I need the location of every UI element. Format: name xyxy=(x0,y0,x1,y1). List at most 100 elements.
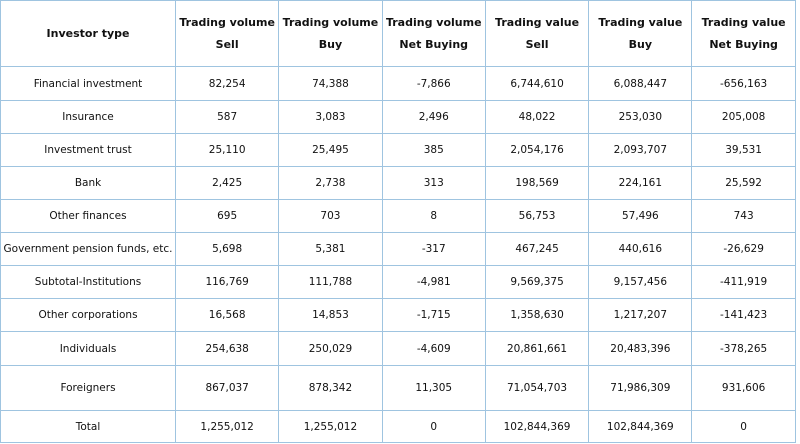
cell-investor-type: Investment trust xyxy=(0,133,176,167)
cell-value: 467,245 xyxy=(484,232,590,266)
header-label-line1: Trading volume xyxy=(179,15,275,29)
cell-value: 2,425 xyxy=(174,166,280,200)
cell-value: 5,381 xyxy=(278,232,383,266)
cell-value: 48,022 xyxy=(484,100,590,134)
cell-value: -317 xyxy=(381,232,486,266)
cell-value: -4,609 xyxy=(381,331,486,366)
cell-value: 9,157,456 xyxy=(588,265,693,299)
table-body: Financial investment 82,254 74,388 -7,86… xyxy=(0,66,796,443)
cell-value: 74,388 xyxy=(278,66,383,101)
cell-value: 25,495 xyxy=(278,133,383,167)
cell-value: 6,744,610 xyxy=(484,66,590,101)
cell-value: -411,919 xyxy=(691,265,796,299)
cell-value: 1,217,207 xyxy=(588,298,693,332)
cell-value: -7,866 xyxy=(381,66,486,101)
table-row: Subtotal-Institutions 116,769 111,788 -4… xyxy=(0,265,796,299)
header-label-line2: Net Buying xyxy=(709,37,778,51)
header-label-line1: Trading value xyxy=(495,15,580,29)
cell-value: 703 xyxy=(278,199,383,233)
cell-value: 254,638 xyxy=(174,331,280,366)
cell-investor-type: Other finances xyxy=(0,199,176,233)
header-label: Investor type xyxy=(46,27,130,40)
cell-investor-type: Subtotal-Institutions xyxy=(0,265,176,299)
cell-value: 198,569 xyxy=(484,166,590,200)
header-trading-value-buy: Trading value Buy xyxy=(588,0,693,67)
header-trading-volume-net-buying: Trading volume Net Buying xyxy=(381,0,486,67)
cell-value: 931,606 xyxy=(691,365,796,411)
cell-value: 743 xyxy=(691,199,796,233)
cell-value: 867,037 xyxy=(174,365,280,411)
cell-value: -26,629 xyxy=(691,232,796,266)
header-trading-volume-buy: Trading volume Buy xyxy=(278,0,383,67)
table-row: Bank 2,425 2,738 313 198,569 224,161 25,… xyxy=(0,166,796,200)
cell-value: 2,093,707 xyxy=(588,133,693,167)
header-label-line2: Buy xyxy=(628,37,653,51)
header-row: Investor type Trading volume Sell Tradin… xyxy=(0,0,796,67)
cell-value: -4,981 xyxy=(381,265,486,299)
header-trading-volume-sell: Trading volume Sell xyxy=(174,0,280,67)
table-row: Other finances 695 703 8 56,753 57,496 7… xyxy=(0,199,796,233)
cell-value: 9,569,375 xyxy=(484,265,590,299)
header-label-line1: Trading value xyxy=(701,15,786,29)
cell-value: 878,342 xyxy=(278,365,383,411)
cell-value: 385 xyxy=(381,133,486,167)
cell-investor-type: Insurance xyxy=(0,100,176,134)
cell-value: 1,358,630 xyxy=(484,298,590,332)
table-row: Individuals 254,638 250,029 -4,609 20,86… xyxy=(0,331,796,366)
cell-investor-type: Individuals xyxy=(0,331,176,366)
table-row: Government pension funds, etc. 5,698 5,3… xyxy=(0,232,796,266)
header-label-line1: Trading volume xyxy=(385,15,482,29)
cell-value: 313 xyxy=(381,166,486,200)
cell-value: 71,054,703 xyxy=(484,365,590,411)
cell-investor-type: Bank xyxy=(0,166,176,200)
cell-value: 57,496 xyxy=(588,199,693,233)
header-label-line1: Trading value xyxy=(598,15,683,29)
header-label-line2: Net Buying xyxy=(399,37,469,51)
cell-value: -141,423 xyxy=(691,298,796,332)
cell-value: 6,088,447 xyxy=(588,66,693,101)
cell-value: 116,769 xyxy=(174,265,280,299)
cell-value: 20,861,661 xyxy=(484,331,590,366)
cell-value: 14,853 xyxy=(278,298,383,332)
cell-value: 39,531 xyxy=(691,133,796,167)
cell-value: 2,054,176 xyxy=(484,133,590,167)
table-row: Investment trust 25,110 25,495 385 2,054… xyxy=(0,133,796,167)
cell-value: 253,030 xyxy=(588,100,693,134)
cell-value: 102,844,369 xyxy=(588,410,693,443)
cell-value: 0 xyxy=(381,410,486,443)
cell-value: 440,616 xyxy=(588,232,693,266)
cell-value: 250,029 xyxy=(278,331,383,366)
cell-value: 587 xyxy=(174,100,280,134)
cell-value: 111,788 xyxy=(278,265,383,299)
header-label-line2: Buy xyxy=(318,37,343,51)
cell-value: 25,592 xyxy=(691,166,796,200)
cell-investor-type: Financial investment xyxy=(0,66,176,101)
table-row-total: Total 1,255,012 1,255,012 0 102,844,369 … xyxy=(0,410,796,443)
cell-value: 102,844,369 xyxy=(484,410,590,443)
cell-investor-type: Other corporations xyxy=(0,298,176,332)
header-trading-value-sell: Trading value Sell xyxy=(484,0,590,67)
cell-value: 16,568 xyxy=(174,298,280,332)
cell-value: 82,254 xyxy=(174,66,280,101)
cell-value: -378,265 xyxy=(691,331,796,366)
cell-value: 1,255,012 xyxy=(174,410,280,443)
header-label-line2: Sell xyxy=(215,37,239,51)
cell-value: 20,483,396 xyxy=(588,331,693,366)
cell-value: 56,753 xyxy=(484,199,590,233)
cell-investor-type: Foreigners xyxy=(0,365,176,411)
table-row: Financial investment 82,254 74,388 -7,86… xyxy=(0,66,796,101)
cell-value: 205,008 xyxy=(691,100,796,134)
cell-value: -1,715 xyxy=(381,298,486,332)
cell-value: 8 xyxy=(381,199,486,233)
cell-value: 695 xyxy=(174,199,280,233)
table-row: Insurance 587 3,083 2,496 48,022 253,030… xyxy=(0,100,796,134)
cell-value: 0 xyxy=(691,410,796,443)
cell-investor-type: Total xyxy=(0,410,176,443)
table-row: Other corporations 16,568 14,853 -1,715 … xyxy=(0,298,796,332)
header-investor-type: Investor type xyxy=(0,0,176,67)
cell-value: 5,698 xyxy=(174,232,280,266)
cell-value: -656,163 xyxy=(691,66,796,101)
header-label-line1: Trading volume xyxy=(282,15,379,29)
